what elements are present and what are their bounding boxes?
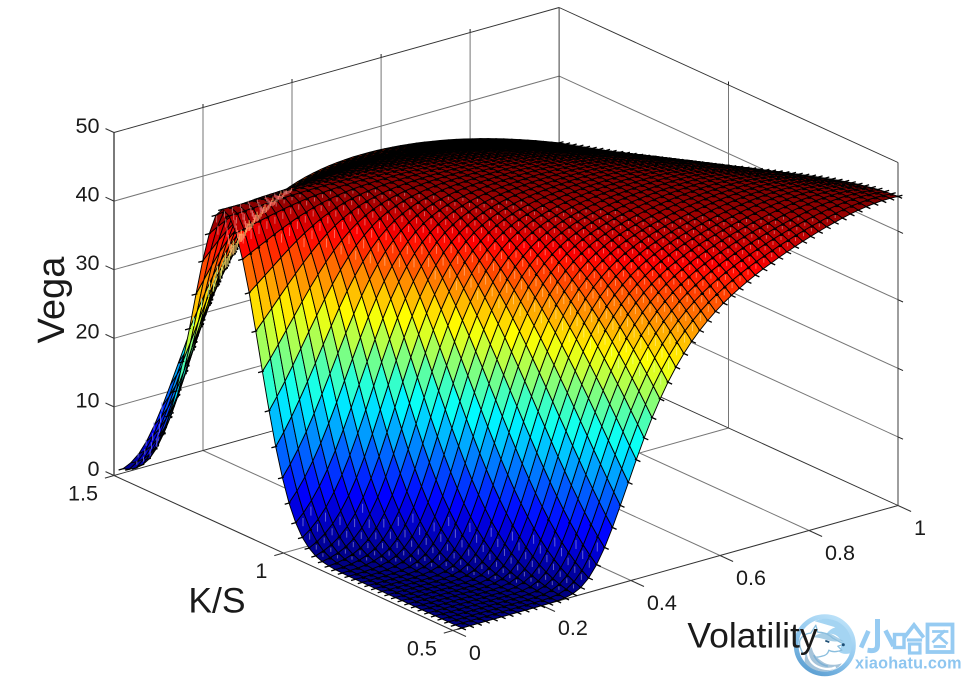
svg-text:1.5: 1.5: [68, 481, 98, 506]
svg-text:0.4: 0.4: [647, 590, 677, 615]
svg-text:0: 0: [87, 456, 99, 481]
svg-text:30: 30: [75, 250, 99, 275]
svg-text:0.6: 0.6: [736, 565, 766, 590]
svg-text:Vega: Vega: [31, 256, 73, 344]
svg-text:0.8: 0.8: [825, 540, 855, 565]
svg-text:0.5: 0.5: [407, 636, 437, 661]
svg-text:0.2: 0.2: [558, 615, 588, 640]
svg-text:Volatility: Volatility: [687, 616, 817, 656]
svg-text:10: 10: [75, 387, 99, 412]
svg-text:50: 50: [75, 113, 99, 138]
svg-text:K/S: K/S: [188, 581, 245, 621]
svg-text:40: 40: [75, 182, 99, 207]
svg-text:xiaohatu.com: xiaohatu.com: [855, 655, 962, 673]
svg-text:1: 1: [914, 515, 926, 540]
svg-text:0: 0: [469, 640, 481, 665]
svg-text:20: 20: [75, 319, 99, 344]
svg-text:1: 1: [255, 558, 267, 583]
